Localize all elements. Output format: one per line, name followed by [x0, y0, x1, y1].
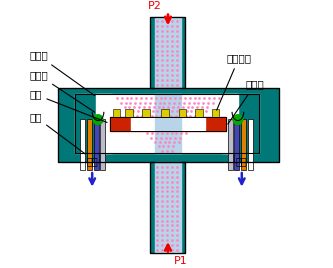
Bar — [75, 94, 96, 152]
Text: 高压腔: 高压腔 — [29, 70, 95, 112]
Bar — [155, 162, 180, 253]
Bar — [212, 109, 219, 117]
Bar — [155, 117, 180, 131]
Bar — [155, 94, 180, 152]
Bar — [58, 88, 279, 162]
Text: P1: P1 — [174, 256, 187, 266]
Bar — [234, 119, 239, 170]
Text: 扩散电阱: 扩散电阱 — [217, 53, 251, 110]
Bar — [75, 94, 259, 152]
Bar — [94, 119, 99, 170]
Bar — [222, 94, 238, 152]
Bar — [125, 109, 133, 117]
Bar — [113, 109, 120, 117]
Text: 电流: 电流 — [86, 156, 98, 166]
Bar — [195, 109, 203, 117]
Bar — [96, 94, 112, 152]
Bar — [248, 119, 253, 170]
Text: P2: P2 — [148, 1, 162, 11]
Bar — [161, 109, 169, 117]
Text: 低压腔: 低压腔 — [29, 50, 95, 96]
Bar — [155, 17, 180, 88]
Bar — [178, 109, 186, 117]
Bar — [75, 94, 259, 152]
Bar — [151, 17, 185, 88]
Circle shape — [93, 115, 103, 124]
Bar — [241, 119, 246, 170]
Bar — [151, 162, 185, 253]
Bar — [142, 109, 150, 117]
Text: 电流: 电流 — [236, 156, 248, 166]
Bar — [238, 94, 259, 152]
Text: 引线: 引线 — [29, 112, 85, 154]
Bar — [80, 119, 85, 170]
Bar — [228, 119, 232, 170]
Bar — [110, 117, 226, 131]
Bar — [110, 117, 226, 131]
Text: 硅杯: 硅杯 — [29, 89, 107, 122]
Bar — [87, 119, 92, 170]
Bar — [151, 17, 185, 88]
Bar — [101, 119, 105, 170]
Bar — [131, 118, 205, 130]
Bar — [151, 162, 185, 253]
Circle shape — [233, 115, 243, 124]
Bar — [58, 88, 279, 162]
Text: 硅膜片: 硅膜片 — [228, 80, 264, 124]
